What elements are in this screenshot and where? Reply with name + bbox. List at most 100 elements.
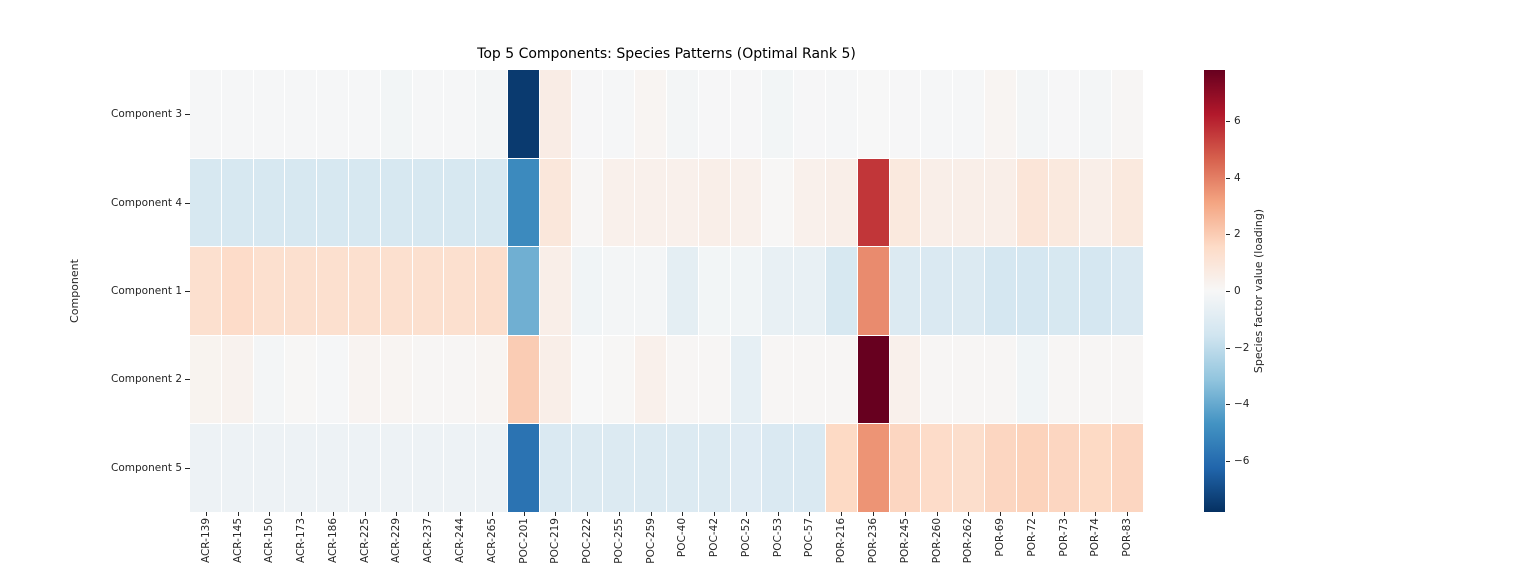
heatmap-cell bbox=[635, 158, 666, 247]
colorbar-tick-label: 0 bbox=[1234, 285, 1241, 297]
heatmap-cell bbox=[698, 335, 730, 424]
heatmap-cell bbox=[953, 158, 984, 247]
heatmap-cell bbox=[603, 70, 635, 158]
heatmap-cell bbox=[730, 424, 762, 512]
x-tick-label: POR-245 bbox=[898, 518, 911, 564]
heatmap-cell bbox=[730, 247, 762, 335]
x-tick-label: ACR-225 bbox=[358, 518, 371, 564]
heatmap-cell bbox=[698, 424, 730, 512]
y-tick-label: Component 5 bbox=[111, 461, 182, 474]
heatmap-cell bbox=[984, 247, 1016, 335]
heatmap-cell bbox=[953, 335, 984, 424]
heatmap-cell bbox=[476, 424, 507, 512]
heatmap-cell bbox=[539, 158, 571, 247]
heatmap-cell bbox=[1080, 70, 1112, 158]
heatmap-cell bbox=[285, 424, 317, 512]
heatmap-cell bbox=[825, 335, 857, 424]
heatmap-cell bbox=[1048, 335, 1080, 424]
colorbar-tick-mark bbox=[1226, 291, 1230, 292]
colorbar-tick-label: 6 bbox=[1234, 115, 1241, 127]
y-tick-label: Component 3 bbox=[111, 108, 182, 121]
heatmap-cell bbox=[825, 158, 857, 247]
heatmap-cell bbox=[380, 335, 412, 424]
heatmap-cell bbox=[730, 70, 762, 158]
heatmap-cell bbox=[253, 335, 285, 424]
heatmap-cell bbox=[190, 247, 221, 335]
heatmap-cell bbox=[857, 335, 889, 424]
heatmap-cell bbox=[825, 424, 857, 512]
x-tick-label: POR-74 bbox=[1089, 518, 1102, 557]
heatmap-cell bbox=[444, 158, 476, 247]
x-tick-mark bbox=[332, 512, 334, 516]
heatmap-cell bbox=[317, 247, 348, 335]
heatmap-cell bbox=[444, 335, 476, 424]
heatmap-cell bbox=[921, 424, 953, 512]
y-tick-mark bbox=[185, 114, 190, 116]
heatmap-cell bbox=[476, 247, 507, 335]
heatmap-cell bbox=[253, 424, 285, 512]
heatmap-cell bbox=[889, 70, 921, 158]
y-tick-label: Component 2 bbox=[111, 373, 182, 386]
heatmap-cell bbox=[507, 424, 539, 512]
x-tick-mark bbox=[1031, 512, 1033, 516]
y-tick-mark bbox=[185, 291, 190, 292]
x-tick-mark bbox=[205, 512, 207, 516]
y-tick-label: Component 1 bbox=[111, 285, 182, 297]
heatmap-cell bbox=[412, 158, 444, 247]
heatmap-cell bbox=[635, 424, 666, 512]
heatmap-cell bbox=[317, 335, 348, 424]
x-tick-mark bbox=[1127, 512, 1129, 516]
heatmap-cell bbox=[285, 335, 317, 424]
heatmap-cell bbox=[730, 158, 762, 247]
heatmap-cell bbox=[666, 70, 698, 158]
heatmap-cell bbox=[1016, 158, 1048, 247]
heatmap-cell bbox=[221, 247, 253, 335]
heatmap-cell bbox=[953, 70, 984, 158]
colorbar-tick-label: −2 bbox=[1234, 341, 1250, 354]
heatmap-cell bbox=[889, 335, 921, 424]
heatmap-cell bbox=[507, 158, 539, 247]
heatmap-cell bbox=[444, 70, 476, 158]
x-tick-label: ACR-145 bbox=[231, 518, 244, 564]
heatmap-cell bbox=[507, 335, 539, 424]
heatmap-cell bbox=[953, 247, 984, 335]
x-tick-mark bbox=[523, 512, 525, 516]
heatmap-cell bbox=[571, 335, 603, 424]
heatmap-cell bbox=[444, 247, 476, 335]
heatmap-cell bbox=[317, 424, 348, 512]
x-tick-label: ACR-244 bbox=[454, 518, 467, 564]
x-tick-label: POC-201 bbox=[517, 518, 530, 564]
heatmap-cell bbox=[221, 70, 253, 158]
x-tick-label: POC-40 bbox=[676, 518, 689, 558]
colorbar-tick-mark bbox=[1226, 347, 1230, 349]
heatmap-cell bbox=[698, 247, 730, 335]
x-tick-mark bbox=[364, 512, 366, 516]
heatmap-cell bbox=[1048, 70, 1080, 158]
x-tick-label: POR-69 bbox=[994, 518, 1007, 557]
x-tick-label: POR-262 bbox=[962, 518, 975, 564]
heatmap-cell bbox=[762, 424, 794, 512]
x-tick-mark bbox=[745, 512, 747, 516]
x-tick-label: POR-216 bbox=[835, 518, 848, 564]
heatmap-cell bbox=[380, 158, 412, 247]
x-tick-label: ACR-150 bbox=[263, 518, 276, 564]
heatmap-cell bbox=[348, 424, 380, 512]
heatmap-cell bbox=[253, 70, 285, 158]
heatmap-cell bbox=[984, 158, 1016, 247]
heatmap-cell bbox=[603, 335, 635, 424]
heatmap-cell bbox=[348, 247, 380, 335]
heatmap-cell bbox=[1048, 247, 1080, 335]
heatmap-cell bbox=[444, 424, 476, 512]
x-tick-label: POC-53 bbox=[771, 518, 784, 558]
heatmap-cell bbox=[825, 70, 857, 158]
heatmap-cell bbox=[857, 247, 889, 335]
x-tick-mark bbox=[1000, 512, 1002, 516]
x-tick-mark bbox=[809, 512, 811, 516]
heatmap-cell bbox=[476, 335, 507, 424]
x-tick-label: POR-236 bbox=[866, 518, 879, 564]
colorbar-tick-mark bbox=[1226, 234, 1230, 236]
heatmap-cell bbox=[666, 158, 698, 247]
x-tick-mark bbox=[1063, 512, 1065, 516]
colorbar-tick-label: 2 bbox=[1234, 228, 1241, 241]
